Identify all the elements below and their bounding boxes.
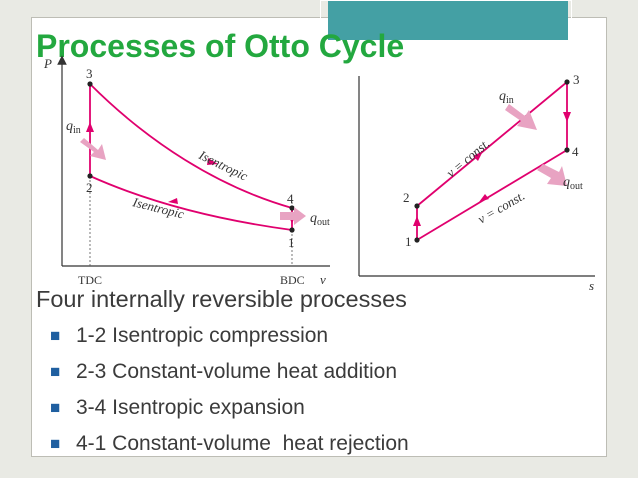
pv-point-label-1: 1 bbox=[288, 235, 295, 250]
slide-title: Processes of Otto Cycle bbox=[36, 28, 405, 64]
pv-arrow-1-2 bbox=[168, 198, 178, 204]
ts-heat-out-label: qout bbox=[563, 175, 583, 192]
square-bullet-icon: ■ bbox=[50, 362, 61, 381]
ts-x-axis-label: s bbox=[589, 278, 594, 290]
pv-heat-in-label: qin bbox=[66, 119, 81, 136]
square-bullet-icon: ■ bbox=[50, 398, 61, 417]
pv-point-label-4: 4 bbox=[287, 191, 294, 206]
process-text: 4-1 Constant-volume heat rejection bbox=[76, 432, 409, 455]
pv-y-axis-label: P bbox=[43, 56, 52, 71]
ts-point-label-2: 2 bbox=[403, 190, 410, 205]
ts-lower-line-label: v = const. bbox=[475, 188, 527, 227]
pv-isentropic-compression-curve bbox=[89, 175, 293, 231]
pv-point-label-2: 2 bbox=[86, 180, 93, 195]
ts-arrow-3-4 bbox=[563, 112, 571, 122]
pv-diagram: P v TDC BDC 3 2 4 1 qin qout Isentropic … bbox=[43, 55, 330, 287]
process-text: 1-2 Isentropic compression bbox=[76, 324, 329, 347]
square-bullet-icon: ■ bbox=[50, 326, 61, 345]
ts-heat-in-label: qin bbox=[499, 89, 514, 106]
list-item: ■ 4-1 Constant-volume heat rejection bbox=[50, 426, 409, 462]
ts-point-4 bbox=[564, 147, 570, 153]
ts-axes bbox=[358, 76, 595, 277]
header-outline-box bbox=[320, 0, 572, 48]
pv-axes bbox=[57, 55, 330, 267]
ts-point-2 bbox=[414, 203, 420, 209]
ts-point-1 bbox=[414, 237, 420, 243]
pv-point-1 bbox=[289, 227, 295, 233]
pv-x-axis-label: v bbox=[320, 272, 326, 287]
ts-arrow-4-1 bbox=[479, 194, 489, 202]
pv-arrow-3-4 bbox=[207, 158, 218, 165]
pv-point-4 bbox=[289, 205, 295, 211]
ts-arrow-1-2 bbox=[413, 216, 421, 226]
pv-upper-curve-label: Isentropic bbox=[196, 147, 251, 184]
ts-heat-in-arrow-icon bbox=[505, 104, 537, 130]
process-text: 2-3 Constant-volume heat addition bbox=[76, 360, 398, 383]
pv-isentropic-expansion-curve bbox=[89, 83, 293, 209]
pv-arrow-2-3 bbox=[86, 122, 94, 132]
list-item: ■ 2-3 Constant-volume heat addition bbox=[50, 354, 409, 390]
list-item: ■ 3-4 Isentropic expansion bbox=[50, 390, 409, 426]
pv-point-3 bbox=[87, 81, 93, 87]
pv-bdc-label: BDC bbox=[280, 273, 305, 287]
pv-heat-out-label: qout bbox=[310, 211, 330, 228]
list-item: ■ 1-2 Isentropic compression bbox=[50, 318, 409, 354]
header-accent-block bbox=[328, 0, 568, 40]
ts-heat-addition-line bbox=[416, 81, 568, 207]
square-bullet-icon: ■ bbox=[50, 434, 61, 453]
ts-heat-rejection-line bbox=[416, 149, 568, 241]
ts-point-label-4: 4 bbox=[572, 144, 579, 159]
ts-point-label-1: 1 bbox=[405, 234, 412, 249]
pv-tdc-label: TDC bbox=[78, 273, 102, 287]
ts-upper-line-label: v = const. bbox=[443, 136, 492, 181]
pv-lower-curve-label: Isentropic bbox=[130, 194, 185, 221]
ts-diagram: T s 1 2 3 4 qin qout v = const. v = cons… bbox=[358, 74, 595, 290]
pv-point-2 bbox=[87, 173, 93, 179]
ts-arrow-2-3 bbox=[473, 151, 483, 161]
pv-heat-out-arrow-icon bbox=[280, 207, 306, 225]
slide-frame bbox=[31, 17, 607, 457]
ts-point-label-3: 3 bbox=[573, 74, 580, 87]
ts-point-3 bbox=[564, 79, 570, 85]
ts-heat-out-arrow-icon bbox=[537, 164, 567, 186]
pv-point-label-3: 3 bbox=[86, 66, 93, 81]
process-list: ■ 1-2 Isentropic compression ■ 2-3 Constan… bbox=[50, 318, 409, 462]
process-text: 3-4 Isentropic expansion bbox=[76, 396, 305, 419]
slide-subtitle: Four internally reversible processes bbox=[36, 286, 407, 312]
pv-heat-in-arrow-icon bbox=[80, 138, 106, 160]
